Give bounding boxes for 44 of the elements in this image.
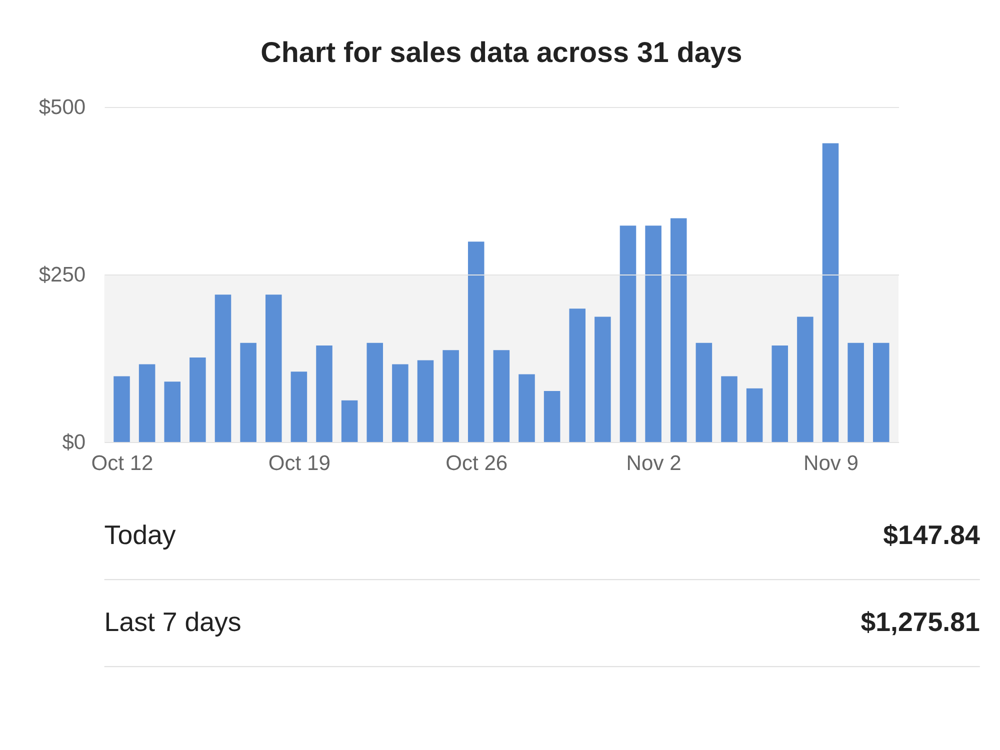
bar <box>316 345 332 442</box>
y-tick-label: $0 <box>62 431 86 454</box>
bar <box>240 342 256 442</box>
bar <box>594 316 611 442</box>
bar <box>442 350 459 442</box>
bar <box>138 364 156 442</box>
bar <box>696 342 712 442</box>
bar <box>265 294 282 442</box>
bar <box>417 360 434 442</box>
bar <box>190 358 206 442</box>
y-tick-label: $500 <box>38 96 86 120</box>
bar <box>290 372 308 442</box>
text: $147.84 <box>883 520 980 550</box>
text: Last 7 days <box>104 606 242 637</box>
y-tick-label: $250 <box>38 264 86 287</box>
bar <box>822 143 839 442</box>
bar <box>797 316 814 442</box>
bar <box>341 400 358 442</box>
bar <box>645 226 662 442</box>
x-tick-label: Oct 12 <box>91 452 154 476</box>
bar <box>518 374 535 442</box>
bar <box>721 376 738 442</box>
bar <box>493 350 510 442</box>
x-tick-label: Oct 19 <box>268 452 330 476</box>
bar <box>544 391 560 442</box>
bar <box>670 218 687 442</box>
bar <box>214 294 232 442</box>
bar <box>392 364 408 442</box>
bar <box>620 226 636 442</box>
bar <box>366 342 384 442</box>
bar <box>114 376 130 442</box>
x-tick-label: Oct 26 <box>446 452 508 476</box>
chart-title: Chart for sales data across 31 days <box>260 37 742 70</box>
x-tick-label: Nov 9 <box>803 452 858 476</box>
bar <box>772 345 788 442</box>
bar <box>746 388 763 442</box>
bar <box>848 342 864 442</box>
bar <box>569 308 586 442</box>
bar <box>872 342 890 442</box>
x-tick-label: Nov 2 <box>626 452 682 476</box>
text: $1,275.81 <box>860 606 980 637</box>
bar <box>468 242 484 442</box>
bar <box>164 382 181 442</box>
text: Today <box>104 520 176 550</box>
